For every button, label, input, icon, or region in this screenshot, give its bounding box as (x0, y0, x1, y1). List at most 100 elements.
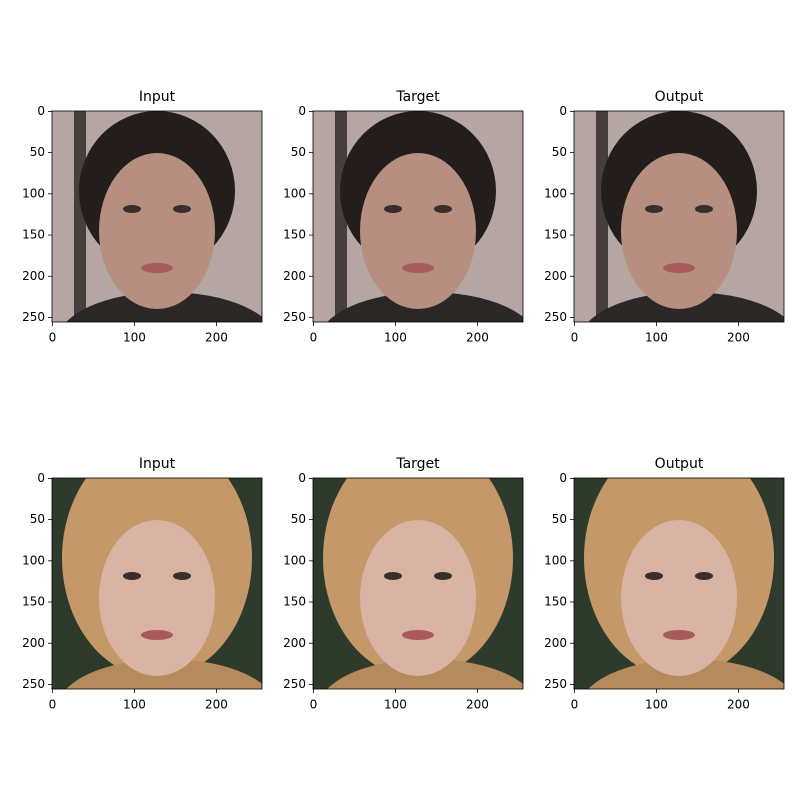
y-tick-label: 250 (544, 677, 567, 691)
image (573, 110, 785, 323)
y-tick-label: 150 (22, 595, 45, 609)
y-tick-label: 0 (37, 471, 45, 485)
y-tick-label: 100 (544, 553, 567, 567)
image (51, 477, 263, 690)
eye (695, 205, 713, 213)
eye (645, 572, 663, 580)
y-tick-label: 150 (283, 228, 306, 242)
x-tick-label: 0 (49, 698, 57, 712)
picture (574, 111, 784, 322)
x-tick-label: 200 (466, 331, 489, 345)
y-tick-label: 100 (22, 553, 45, 567)
picture (313, 478, 523, 689)
axes-title: Output (655, 89, 704, 105)
frame (51, 477, 263, 690)
y-tick-label: 50 (30, 145, 45, 159)
frame (51, 110, 263, 323)
x-tick-label: 200 (727, 698, 750, 712)
image (312, 110, 524, 323)
y-tick-label: 200 (22, 269, 45, 283)
eye (173, 572, 191, 580)
y-tick-label: 200 (22, 636, 45, 650)
y-tick-label: 150 (283, 595, 306, 609)
y-tick-label: 50 (30, 512, 45, 526)
y-tick-label: 0 (298, 471, 306, 485)
y-tick-label: 100 (544, 186, 567, 200)
axes-title: Target (395, 89, 440, 105)
eye (123, 572, 141, 580)
eye (645, 205, 663, 213)
image (51, 110, 263, 323)
frame (573, 477, 785, 690)
x-tick-label: 200 (205, 698, 228, 712)
image (573, 477, 785, 690)
x-tick-label: 100 (384, 698, 407, 712)
axes-title: Input (139, 89, 176, 105)
x-tick-label: 200 (727, 331, 750, 345)
face (360, 520, 476, 676)
x-tick-label: 100 (645, 331, 668, 345)
mouth (663, 263, 695, 273)
y-tick-label: 150 (544, 595, 567, 609)
y-tick-label: 0 (559, 471, 567, 485)
y-tick-label: 0 (559, 104, 567, 118)
y-tick-label: 250 (22, 677, 45, 691)
pole (596, 111, 608, 322)
mouth (402, 263, 434, 273)
picture (52, 111, 262, 322)
pole (335, 111, 347, 322)
x-tick-label: 0 (49, 331, 57, 345)
axes-title: Input (139, 456, 176, 472)
mouth (663, 630, 695, 640)
eye (434, 572, 452, 580)
y-tick-label: 100 (283, 186, 306, 200)
face (621, 520, 737, 676)
x-tick-label: 200 (205, 331, 228, 345)
y-tick-label: 100 (283, 553, 306, 567)
x-tick-label: 100 (123, 698, 146, 712)
axes-title: Target (395, 456, 440, 472)
picture (313, 111, 523, 322)
y-tick-label: 150 (544, 228, 567, 242)
mouth (141, 630, 173, 640)
mouth (402, 630, 434, 640)
eye (384, 205, 402, 213)
y-tick-label: 0 (298, 104, 306, 118)
x-tick-label: 100 (123, 331, 146, 345)
frame (312, 110, 524, 323)
frame (312, 477, 524, 690)
face (99, 520, 215, 676)
y-tick-label: 50 (291, 145, 306, 159)
y-tick-label: 200 (283, 269, 306, 283)
y-tick-label: 50 (552, 512, 567, 526)
x-tick-label: 200 (466, 698, 489, 712)
x-tick-label: 0 (571, 698, 579, 712)
image (312, 477, 524, 690)
x-tick-label: 0 (310, 698, 318, 712)
x-tick-label: 100 (645, 698, 668, 712)
eye (434, 205, 452, 213)
face (621, 153, 737, 309)
y-tick-label: 250 (544, 310, 567, 324)
mouth (141, 263, 173, 273)
face (99, 153, 215, 309)
eye (384, 572, 402, 580)
y-tick-label: 250 (283, 310, 306, 324)
y-tick-label: 0 (37, 104, 45, 118)
pole (74, 111, 86, 322)
y-tick-label: 250 (283, 677, 306, 691)
axes-title: Output (655, 456, 704, 472)
face (360, 153, 476, 309)
y-tick-label: 150 (22, 228, 45, 242)
y-tick-label: 200 (544, 636, 567, 650)
y-tick-label: 50 (552, 145, 567, 159)
picture (574, 478, 784, 689)
x-tick-label: 0 (571, 331, 579, 345)
y-tick-label: 200 (544, 269, 567, 283)
x-tick-label: 100 (384, 331, 407, 345)
eye (695, 572, 713, 580)
y-tick-label: 200 (283, 636, 306, 650)
picture (52, 478, 262, 689)
y-tick-label: 100 (22, 186, 45, 200)
